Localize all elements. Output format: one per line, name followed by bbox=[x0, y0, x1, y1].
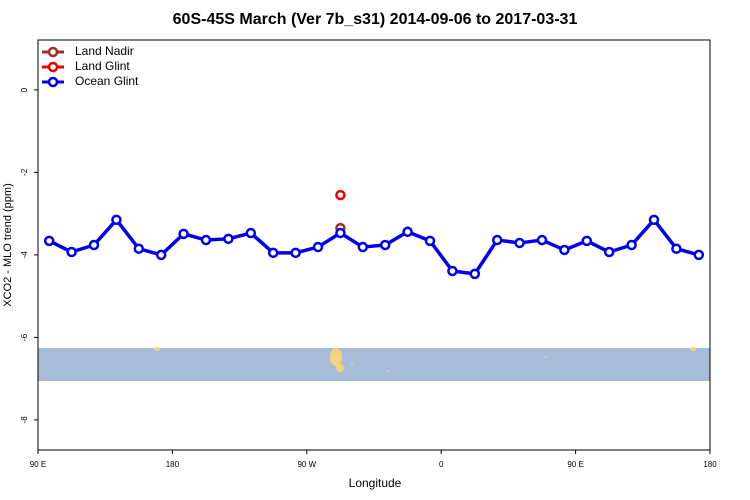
plot-frame bbox=[37, 39, 711, 451]
data-point bbox=[267, 247, 279, 259]
data-point bbox=[223, 233, 234, 245]
data-point bbox=[447, 265, 458, 277]
data-point bbox=[312, 241, 324, 253]
data-point bbox=[245, 227, 257, 239]
x-tick-label: 0 bbox=[439, 460, 444, 469]
legend-label: Land Nadir bbox=[75, 44, 134, 58]
legend-label: Land Glint bbox=[75, 59, 130, 73]
data-point bbox=[88, 239, 100, 251]
x-axis-label: Longitude bbox=[349, 476, 402, 490]
map-strip bbox=[38, 347, 710, 381]
data-point bbox=[536, 234, 548, 246]
data-point bbox=[559, 244, 570, 256]
data-point bbox=[335, 227, 346, 239]
data-point bbox=[111, 214, 122, 226]
legend-marker bbox=[47, 76, 59, 88]
data-point bbox=[178, 228, 189, 240]
data-point bbox=[200, 234, 212, 246]
y-axis-label: XCO2 - MLO trend (ppm) bbox=[2, 183, 14, 306]
legend-marker bbox=[47, 46, 59, 58]
data-point bbox=[648, 214, 660, 226]
data-point bbox=[693, 249, 705, 261]
data-point bbox=[514, 237, 525, 249]
data-point bbox=[43, 235, 55, 247]
data-point bbox=[671, 243, 682, 254]
data-point bbox=[379, 239, 391, 251]
data-point bbox=[424, 235, 436, 247]
chart-title: 60S-45S March (Ver 7b_s31) 2014-09-06 to… bbox=[173, 11, 578, 28]
data-point bbox=[357, 241, 369, 253]
legend-label: Ocean Glint bbox=[75, 74, 139, 88]
data-point bbox=[335, 189, 346, 201]
x-tick-label: 180 bbox=[703, 460, 717, 469]
y-tick-label: -2 bbox=[20, 168, 29, 176]
x-tick-label: 90 E bbox=[567, 460, 583, 469]
data-point bbox=[155, 249, 167, 261]
data-point bbox=[581, 235, 593, 247]
data-point bbox=[290, 247, 301, 259]
y-tick-label: -4 bbox=[20, 251, 29, 259]
y-tick-label: -6 bbox=[20, 333, 29, 341]
x-tick-label: 90 E bbox=[30, 460, 46, 469]
data-point bbox=[402, 226, 413, 238]
data-point bbox=[469, 268, 481, 280]
x-tick-label: 90 W bbox=[297, 460, 316, 469]
series-line bbox=[48, 218, 700, 276]
data-point bbox=[491, 234, 503, 246]
y-tick-label: 0 bbox=[20, 87, 29, 92]
y-tick-label: -8 bbox=[20, 416, 29, 424]
legend-marker bbox=[47, 61, 59, 73]
data-point bbox=[603, 246, 615, 258]
data-point bbox=[133, 243, 145, 254]
x-tick-label: 180 bbox=[166, 460, 180, 469]
data-point bbox=[626, 239, 637, 251]
data-point bbox=[66, 246, 77, 258]
